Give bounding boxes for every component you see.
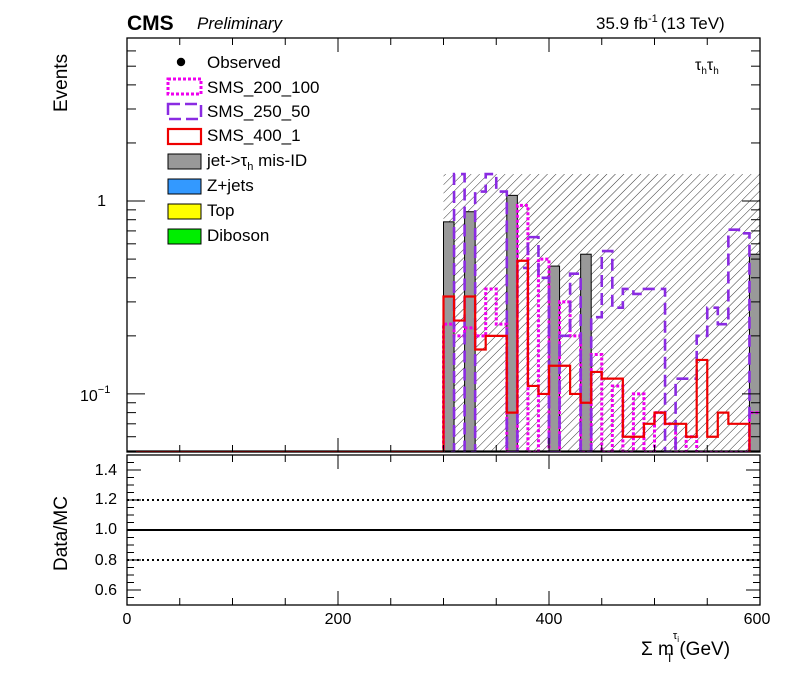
ratio-ytick-1p4: 1.4	[95, 462, 117, 479]
ytick-label-0p1: 10−1	[80, 384, 110, 405]
top-plot-content	[127, 172, 760, 452]
legend-label-diboson: Diboson	[207, 226, 269, 245]
xtick-label-600: 600	[744, 611, 771, 628]
series-line-sms-400-1	[127, 259, 760, 452]
ratio-ytick-1p0: 1.0	[95, 521, 117, 538]
legend-label-zjets: Z+jets	[207, 176, 254, 195]
legend-label-observed: Observed	[207, 53, 281, 72]
legend-marker-observed	[176, 57, 186, 67]
xtick-label-200: 200	[325, 611, 352, 628]
legend: Observed SMS_200_100 SMS_250_50 SMS_400_…	[166, 53, 319, 245]
y-axis-label-events: Events	[51, 54, 72, 112]
bar-jet-misid-4	[580, 253, 592, 452]
x-axis-label: Σ mτi T (GeV)	[641, 630, 730, 665]
legend-label-sms-250-50: SMS_250_50	[207, 102, 310, 121]
series-line-sms-200-100	[127, 203, 760, 452]
channel-label: τhτh	[695, 57, 719, 77]
xtick-label-400: 400	[536, 611, 563, 628]
legend-marker-sms-400-1	[166, 127, 203, 146]
xtick-label-0: 0	[123, 611, 132, 628]
ratio-plot-content	[126, 454, 761, 606]
ytick-label-1: 1	[97, 193, 106, 210]
legend-marker-sms-250-50	[166, 102, 203, 121]
legend-label-top: Top	[207, 201, 234, 220]
legend-label-sms-200-100: SMS_200_100	[207, 78, 319, 97]
luminosity-label: 35.9 fb-1 (13 TeV)	[596, 13, 725, 33]
bar-jet-misid-3	[548, 265, 561, 452]
legend-marker-zjets	[167, 178, 202, 195]
legend-label-jet-misid: jet->τh mis-ID	[206, 151, 307, 173]
top-axis-ticks	[126, 37, 761, 453]
legend-marker-diboson	[167, 228, 202, 245]
legend-marker-top	[167, 203, 202, 220]
bar-jet-misid-5	[748, 253, 760, 452]
ratio-ytick-0p8: 0.8	[95, 552, 117, 569]
ratio-ytick-1p2: 1.2	[95, 491, 117, 508]
preliminary-label: Preliminary	[197, 14, 284, 33]
legend-label-sms-400-1: SMS_400_1	[207, 126, 301, 145]
series-line-sms-250-50	[127, 172, 760, 452]
ratio-ytick-0p6: 0.6	[95, 582, 117, 599]
cms-label: CMS	[127, 12, 174, 35]
bar-jet-misid-0	[443, 221, 455, 452]
bar-jet-misid-1	[464, 211, 476, 452]
legend-marker-jet-misid	[167, 153, 202, 170]
legend-marker-sms-200-100	[166, 77, 203, 96]
y-axis-label-data-mc: Data/MC	[51, 496, 72, 571]
